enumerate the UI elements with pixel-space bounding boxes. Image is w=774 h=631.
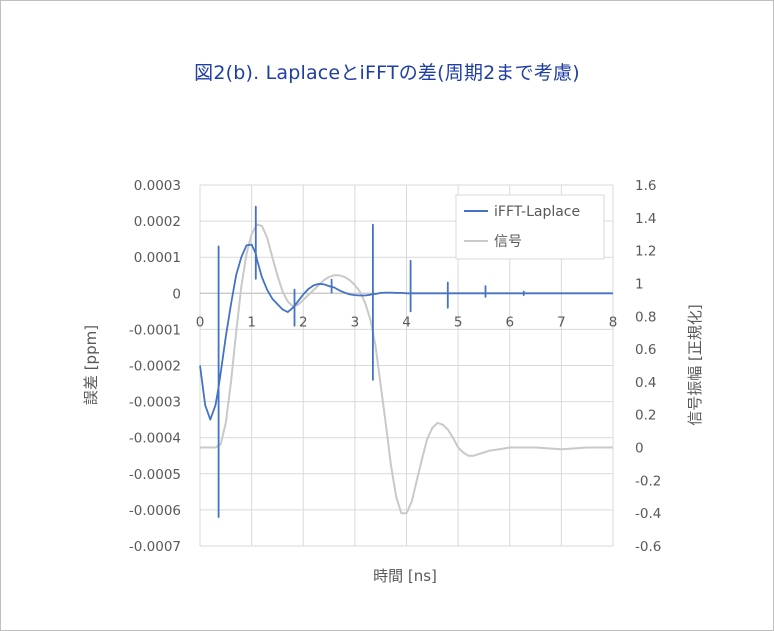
x-tick-label: 7 [557, 314, 566, 330]
y2-tick-label: 1.6 [635, 178, 656, 194]
y2-tick-label: 1.4 [635, 211, 656, 227]
y-tick-label: 0.0002 [134, 214, 181, 230]
y2-tick-label: 0.8 [635, 309, 656, 325]
x-tick-label: 8 [609, 314, 618, 330]
x-tick-label: 5 [454, 314, 463, 330]
x-tick-label: 4 [402, 314, 411, 330]
series-line-ifft-laplace [199, 205, 613, 518]
y2-tick-label: -0.4 [635, 506, 661, 522]
y2-tick-label: -0.6 [635, 539, 661, 555]
y-tick-label: -0.0003 [129, 395, 181, 411]
y-axis-title: 誤差 [ppm] [82, 325, 100, 405]
y2-tick-label: 0.6 [635, 342, 656, 358]
legend-label-ifft-laplace: iFFT-Laplace [494, 204, 580, 220]
x-tick-label: 1 [247, 314, 256, 330]
y2-axis-title: 信号振幅 [正規化] [686, 304, 704, 425]
y-tick-label: 0 [172, 286, 181, 302]
legend-box [455, 194, 605, 260]
y-tick-label: -0.0004 [129, 431, 181, 447]
y-tick-label: 0.0001 [134, 250, 181, 266]
y2-tick-label: 0 [635, 441, 644, 457]
x-tick-label: 0 [196, 314, 205, 330]
y2-tick-label: 0.2 [635, 408, 656, 424]
x-tick-label: 3 [351, 314, 360, 330]
y-tick-label: -0.0005 [129, 467, 181, 483]
legend: iFFT-Laplace 信号 [455, 194, 605, 260]
x-tick-label: 2 [299, 314, 308, 330]
y-tick-label: 0.0003 [134, 178, 181, 194]
y2-tick-label: 0.4 [635, 375, 656, 391]
x-axis-title: 時間 [ns] [373, 567, 437, 585]
x-tick-label: 6 [505, 314, 514, 330]
series-line-signal [200, 223, 613, 515]
series-layer [199, 205, 613, 518]
y-tick-label: -0.0002 [129, 359, 181, 375]
y2-tick-label: 1 [635, 276, 644, 292]
y2-tick-label: -0.2 [635, 473, 661, 489]
y-tick-label: -0.0006 [129, 503, 181, 519]
chart-title: 図2(b). LaplaceとiFFTの差(周期2まで考慮) [194, 62, 580, 84]
y-tick-label: -0.0007 [129, 539, 181, 555]
y-tick-label: -0.0001 [129, 322, 181, 338]
legend-label-signal: 信号 [494, 234, 522, 250]
y2-tick-label: 1.2 [635, 244, 656, 260]
tick-labels: 0.0003 0.0002 0.0001 0 -0.0001 -0.0002 -0.0003… [129, 178, 661, 555]
